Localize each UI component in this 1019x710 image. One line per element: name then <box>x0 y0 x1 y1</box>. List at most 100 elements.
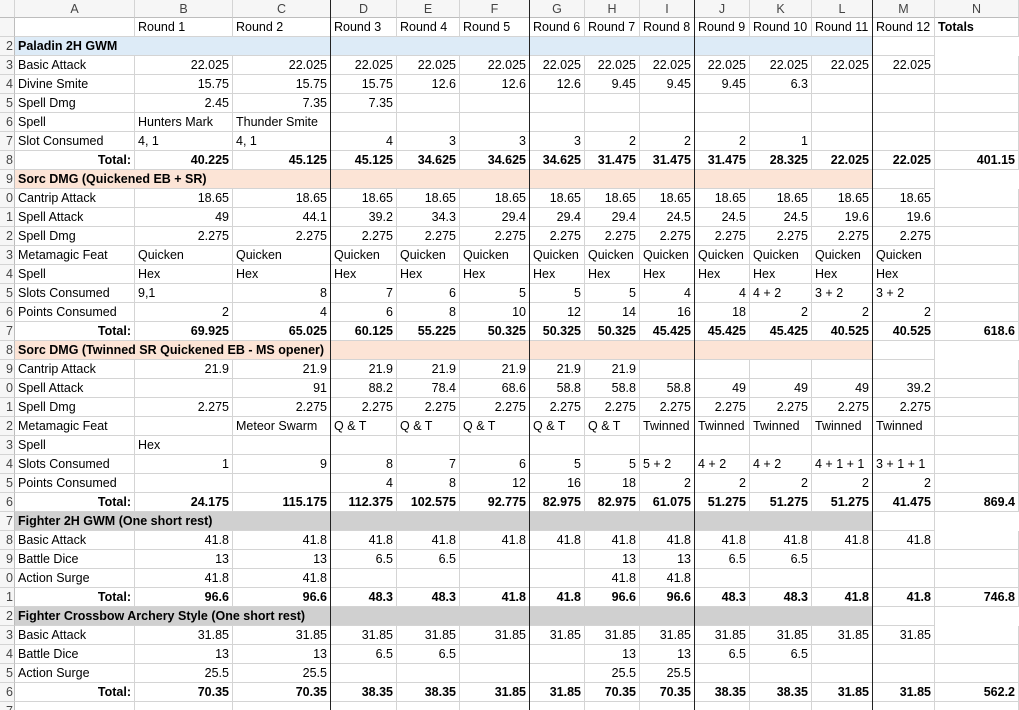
cell[interactable]: 5 <box>585 284 640 303</box>
cell[interactable] <box>935 379 1019 398</box>
cell[interactable]: 92.775 <box>460 493 530 512</box>
cell[interactable] <box>812 75 873 94</box>
cell[interactable]: Quicken <box>585 246 640 265</box>
cell[interactable]: 34.625 <box>460 151 530 170</box>
cell[interactable]: 29.4 <box>585 208 640 227</box>
cell[interactable]: 41.8 <box>530 588 585 607</box>
cell[interactable] <box>530 436 585 455</box>
cell[interactable]: 48.3 <box>695 588 750 607</box>
cell[interactable]: 2.45 <box>135 94 233 113</box>
cell[interactable]: 21.9 <box>530 360 585 379</box>
cell[interactable] <box>812 132 873 151</box>
cell[interactable]: 41.8 <box>233 531 331 550</box>
cell[interactable]: 31.85 <box>530 626 585 645</box>
cell[interactable] <box>873 75 935 94</box>
cell[interactable]: 24.175 <box>135 493 233 512</box>
cell[interactable] <box>640 113 695 132</box>
cell[interactable]: 2 <box>640 474 695 493</box>
cell[interactable]: 6 <box>397 284 460 303</box>
cell[interactable]: 88.2 <box>331 379 397 398</box>
cell[interactable]: 13 <box>585 550 640 569</box>
cell[interactable]: Action Surge <box>15 569 135 588</box>
row-header[interactable]: 7 <box>0 512 15 531</box>
cell[interactable]: 70.35 <box>640 683 695 702</box>
cell[interactable]: Round 5 <box>460 18 530 37</box>
row-header[interactable]: 6 <box>0 493 15 512</box>
cell[interactable]: Quicken <box>331 246 397 265</box>
cell[interactable]: 41.8 <box>873 588 935 607</box>
cell[interactable]: 68.6 <box>460 379 530 398</box>
cell[interactable]: 13 <box>135 550 233 569</box>
cell[interactable]: 2.275 <box>695 398 750 417</box>
cell[interactable]: Total: <box>15 151 135 170</box>
cell[interactable]: Metamagic Feat <box>15 246 135 265</box>
cell[interactable]: 2.275 <box>873 227 935 246</box>
cell[interactable]: Points Consumed <box>15 474 135 493</box>
cell[interactable]: 41.8 <box>695 531 750 550</box>
column-header[interactable]: J <box>695 0 750 18</box>
cell[interactable]: 14 <box>585 303 640 322</box>
cell[interactable]: 18.65 <box>873 189 935 208</box>
cell[interactable]: 6.5 <box>750 645 812 664</box>
row-header[interactable]: 8 <box>0 341 15 360</box>
cell[interactable]: 18.65 <box>233 189 331 208</box>
cell[interactable]: 49 <box>135 208 233 227</box>
cell[interactable]: 4 <box>233 303 331 322</box>
row-header[interactable]: 5 <box>0 284 15 303</box>
cell[interactable] <box>935 417 1019 436</box>
cell[interactable] <box>331 569 397 588</box>
cell[interactable]: 6.5 <box>331 645 397 664</box>
cell[interactable]: 5 <box>585 455 640 474</box>
section-header[interactable]: Paladin 2H GWM <box>15 37 873 56</box>
cell[interactable]: 18.65 <box>695 189 750 208</box>
cell[interactable] <box>135 417 233 436</box>
cell[interactable] <box>530 664 585 683</box>
cell[interactable]: Slot Consumed <box>15 132 135 151</box>
cell[interactable]: 4 <box>695 284 750 303</box>
cell[interactable]: 18.65 <box>750 189 812 208</box>
cell[interactable]: 2 <box>135 303 233 322</box>
cell[interactable]: 4 + 1 + 1 <box>812 455 873 474</box>
cell[interactable]: Spell Dmg <box>15 94 135 113</box>
cell[interactable]: 69.925 <box>135 322 233 341</box>
cell[interactable]: Totals <box>935 18 1019 37</box>
cell[interactable] <box>695 664 750 683</box>
cell[interactable]: Q & T <box>585 417 640 436</box>
cell[interactable]: 6 <box>331 303 397 322</box>
cell[interactable]: 39.2 <box>873 379 935 398</box>
cell[interactable]: 7.35 <box>331 94 397 113</box>
cell[interactable] <box>530 113 585 132</box>
cell[interactable]: 2.275 <box>233 398 331 417</box>
cell[interactable]: 15.75 <box>331 75 397 94</box>
cell[interactable]: 869.4 <box>935 493 1019 512</box>
cell[interactable] <box>233 436 331 455</box>
cell[interactable] <box>397 664 460 683</box>
section-header[interactable]: Sorc DMG (Twinned SR Quickened EB - MS o… <box>15 341 873 360</box>
cell[interactable]: 29.4 <box>460 208 530 227</box>
cell[interactable] <box>935 56 1019 75</box>
cell[interactable] <box>935 132 1019 151</box>
row-header[interactable]: 5 <box>0 664 15 683</box>
cell[interactable]: 6.5 <box>695 550 750 569</box>
cell[interactable]: 562.2 <box>935 683 1019 702</box>
cell[interactable]: Q & T <box>460 417 530 436</box>
cell[interactable]: 21.9 <box>135 360 233 379</box>
cell[interactable]: 22.025 <box>873 56 935 75</box>
cell[interactable]: 2.275 <box>460 398 530 417</box>
cell[interactable] <box>397 436 460 455</box>
cell[interactable] <box>812 702 873 710</box>
cell[interactable]: 102.575 <box>397 493 460 512</box>
cell[interactable]: Round 6 <box>530 18 585 37</box>
row-header[interactable]: 1 <box>0 208 15 227</box>
cell[interactable]: 21.9 <box>460 360 530 379</box>
cell[interactable]: 10 <box>460 303 530 322</box>
cell[interactable]: 78.4 <box>397 379 460 398</box>
cell[interactable]: Hex <box>135 265 233 284</box>
cell[interactable] <box>812 645 873 664</box>
cell[interactable]: Total: <box>15 322 135 341</box>
cell[interactable] <box>397 702 460 710</box>
cell[interactable]: 58.8 <box>585 379 640 398</box>
cell[interactable]: 16 <box>640 303 695 322</box>
cell[interactable]: Round 12 <box>873 18 935 37</box>
cell[interactable] <box>460 94 530 113</box>
